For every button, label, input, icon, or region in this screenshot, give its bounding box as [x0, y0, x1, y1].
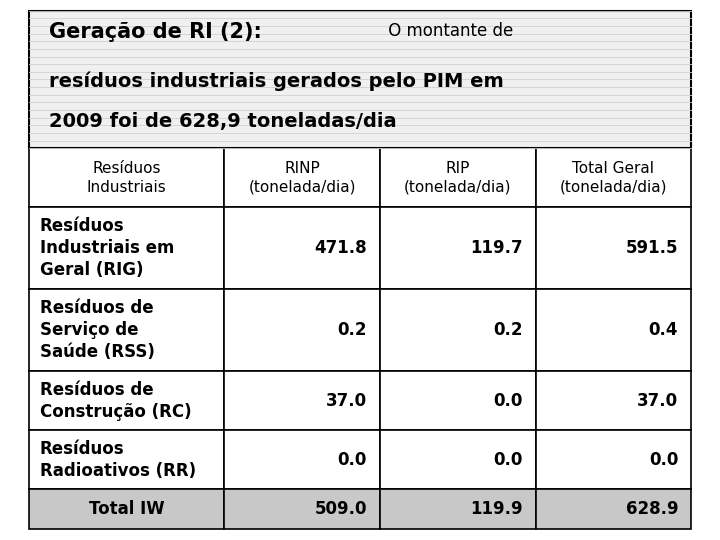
Text: resíduos industriais gerados pelo PIM em: resíduos industriais gerados pelo PIM em	[49, 71, 503, 91]
Text: 119.9: 119.9	[470, 500, 523, 518]
Text: RIP
(tonelada/dia): RIP (tonelada/dia)	[404, 161, 511, 194]
Text: 509.0: 509.0	[315, 500, 367, 518]
Text: RINP
(tonelada/dia): RINP (tonelada/dia)	[248, 161, 356, 194]
Text: Geração de RI (2):: Geração de RI (2):	[49, 22, 261, 42]
Bar	[29, 289, 224, 371]
Text: 37.0: 37.0	[325, 392, 367, 410]
Text: 0.0: 0.0	[338, 451, 367, 469]
Bar	[224, 207, 380, 289]
Bar	[29, 430, 224, 489]
Bar	[29, 148, 224, 207]
Bar	[536, 489, 691, 529]
Bar	[29, 11, 691, 148]
Bar	[380, 289, 536, 371]
Bar	[536, 207, 691, 289]
Text: Resíduos
Industriais: Resíduos Industriais	[86, 161, 166, 194]
Text: Resíduos de
Serviço de
Saúde (RSS): Resíduos de Serviço de Saúde (RSS)	[40, 299, 155, 361]
Text: 0.2: 0.2	[493, 321, 523, 339]
Bar	[29, 371, 224, 430]
Bar	[380, 371, 536, 430]
Bar	[536, 430, 691, 489]
Bar	[29, 207, 224, 289]
Bar	[224, 289, 380, 371]
Bar	[380, 148, 536, 207]
Text: Total IW: Total IW	[89, 500, 164, 518]
Bar	[224, 371, 380, 430]
Text: Resíduos
Industriais em
Geral (RIG): Resíduos Industriais em Geral (RIG)	[40, 217, 174, 279]
Text: 2009 foi de 628,9 toneladas/dia: 2009 foi de 628,9 toneladas/dia	[49, 112, 396, 131]
Text: 471.8: 471.8	[315, 239, 367, 257]
Text: 0.0: 0.0	[493, 451, 523, 469]
Text: O montante de: O montante de	[383, 22, 513, 40]
Bar	[536, 371, 691, 430]
Text: 119.7: 119.7	[470, 239, 523, 257]
Text: Resíduos
Radioativos (RR): Resíduos Radioativos (RR)	[40, 440, 196, 480]
Text: 628.9: 628.9	[626, 500, 678, 518]
Bar	[380, 430, 536, 489]
Bar	[224, 148, 380, 207]
Text: 0.0: 0.0	[649, 451, 678, 469]
Text: 0.4: 0.4	[649, 321, 678, 339]
Bar	[536, 289, 691, 371]
Text: Total Geral
(tonelada/dia): Total Geral (tonelada/dia)	[559, 161, 667, 194]
Bar	[380, 207, 536, 289]
Bar	[380, 489, 536, 529]
Bar	[224, 489, 380, 529]
Text: 0.0: 0.0	[493, 392, 523, 410]
Text: 37.0: 37.0	[637, 392, 678, 410]
Bar	[29, 489, 224, 529]
Bar	[536, 148, 691, 207]
Text: 0.2: 0.2	[338, 321, 367, 339]
Bar	[224, 430, 380, 489]
Text: Resíduos de
Construção (RC): Resíduos de Construção (RC)	[40, 381, 192, 421]
Text: 591.5: 591.5	[626, 239, 678, 257]
